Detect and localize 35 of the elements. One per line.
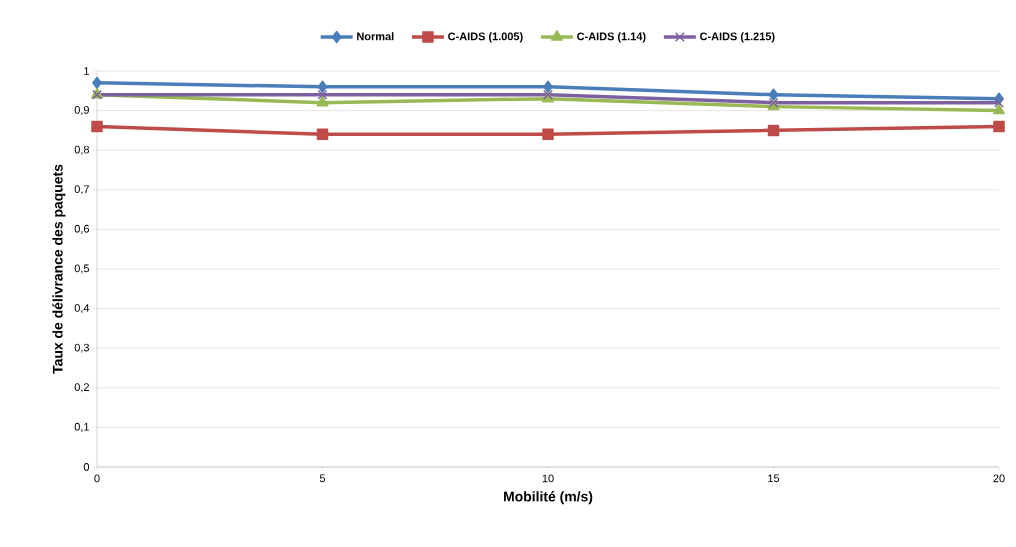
y-tick-label: 0,5 [74, 264, 90, 274]
point [993, 103, 1005, 115]
y-tick-label: 0,4 [74, 304, 90, 314]
y-tick-label: 0,6 [74, 224, 89, 234]
legend-label: C-AIDS (1.215) [700, 32, 775, 43]
y-axis-title: Taux de délivrance des paquets [52, 164, 66, 374]
y-tick-label: 0,9 [74, 106, 89, 116]
x-tick-label: 15 [768, 474, 780, 483]
point [317, 80, 328, 94]
point [994, 97, 1004, 108]
point [91, 120, 103, 133]
y-tick-label: 0,2 [74, 383, 89, 393]
point [317, 89, 328, 100]
point [768, 88, 779, 101]
y-tick-label: 0,7 [74, 185, 89, 195]
point [543, 80, 553, 94]
y-tick-label: 1 [84, 67, 89, 75]
point [92, 76, 102, 90]
x-tick-label: 20 [993, 474, 1005, 483]
x-tick-label: 10 [542, 474, 554, 483]
y-tick-label: 0,1 [74, 422, 89, 432]
x-tick-label: 0 [94, 474, 100, 483]
point [316, 95, 329, 107]
point [542, 128, 554, 141]
legend-label: C-AIDS (1.14) [577, 32, 646, 43]
point [767, 124, 780, 137]
y-tick-label: 0,3 [74, 343, 89, 353]
legend-label: C-AIDS (1.005) [448, 32, 523, 43]
y-tick-label: 0 [83, 463, 90, 471]
y-tick-label: 0,8 [74, 145, 89, 155]
point [316, 128, 329, 141]
x-axis-title: Mobilité (m/s) [504, 491, 593, 505]
x-tick-label: 5 [319, 474, 326, 483]
legend-label: Normal [357, 32, 394, 41]
point [993, 120, 1005, 133]
